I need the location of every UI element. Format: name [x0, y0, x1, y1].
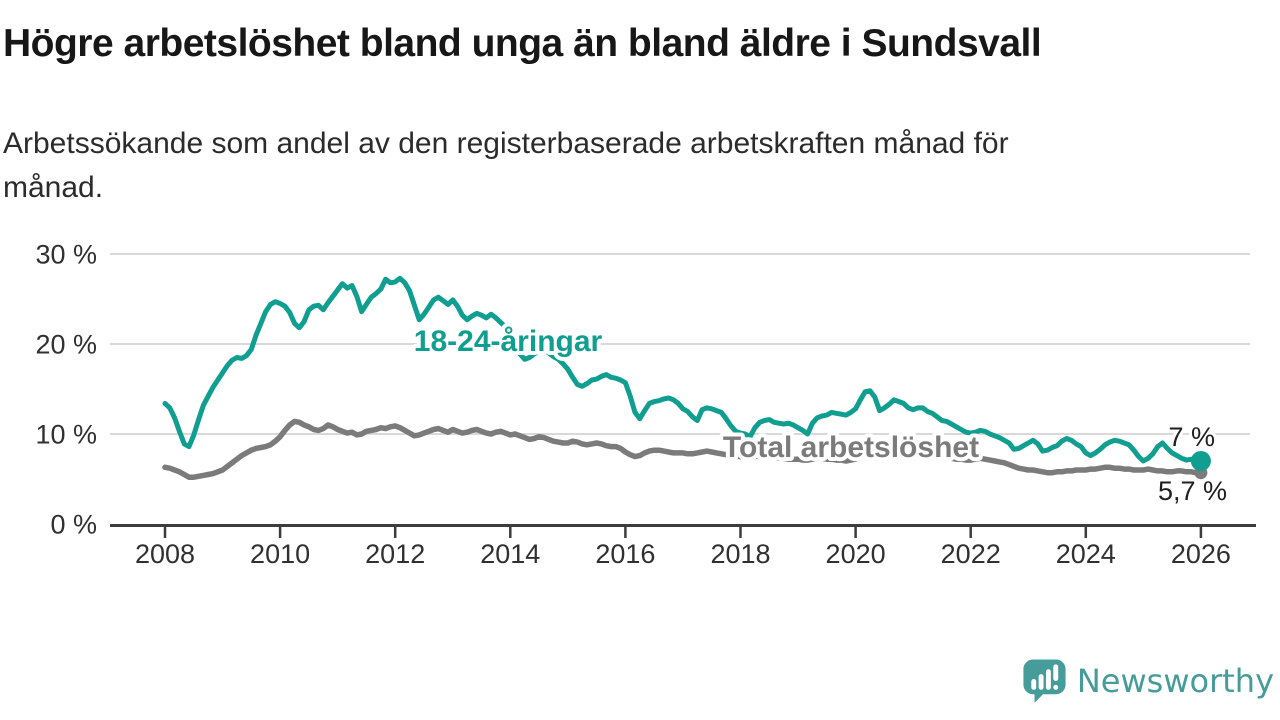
y-gridlines — [110, 253, 1250, 435]
series-label-total: Total arbetslöshet — [723, 431, 979, 464]
chart-subtitle: Arbetssökande som andel av den registerb… — [3, 127, 1009, 205]
x-axis-tick-label: 2022 — [941, 539, 1001, 569]
y-axis-tick-label: 10 % — [35, 420, 97, 450]
x-axis-labels: 2008 2010 2012 2014 2016 2018 2020 2022 2024 2026 — [135, 539, 1231, 569]
series-endpoint-dot-youth — [1190, 451, 1211, 471]
x-axis-tick-label: 2020 — [826, 539, 886, 569]
series-line-total — [162, 418, 1204, 480]
x-axis-tick-label: 2010 — [250, 539, 310, 569]
x-axis-tick-label: 2008 — [135, 539, 195, 569]
series-line-youth — [162, 275, 1204, 464]
x-axis-tick-label: 2026 — [1171, 539, 1231, 569]
y-axis-tick-label: 20 % — [35, 330, 97, 360]
x-axis-tick-label: 2024 — [1056, 539, 1116, 569]
y-axis-labels: 0 % 10 % 20 % 30 % — [35, 240, 97, 540]
end-value-label-youth: 7 % — [1168, 422, 1215, 452]
x-axis-tick-label: 2016 — [595, 539, 655, 569]
newsworthy-logo: Newsworthy — [1021, 657, 1274, 704]
x-axis-ticks — [163, 527, 1203, 538]
x-axis-tick-label: 2012 — [365, 539, 425, 569]
newsworthy-icon — [1023, 659, 1066, 703]
y-axis-tick-label: 0 % — [50, 510, 97, 540]
newsworthy-wordmark: Newsworthy — [1076, 661, 1274, 700]
end-value-label-total: 5,7 % — [1158, 476, 1227, 506]
y-axis-tick-label: 30 % — [35, 240, 97, 270]
series-label-youth: 18-24-åringar — [414, 325, 603, 358]
x-axis-tick-label: 2014 — [480, 539, 540, 569]
x-axis-tick-label: 2018 — [710, 539, 770, 569]
chart-title: Högre arbetslöshet bland unga än bland ä… — [3, 22, 1042, 65]
bar-chart-glyph — [1031, 664, 1059, 690]
